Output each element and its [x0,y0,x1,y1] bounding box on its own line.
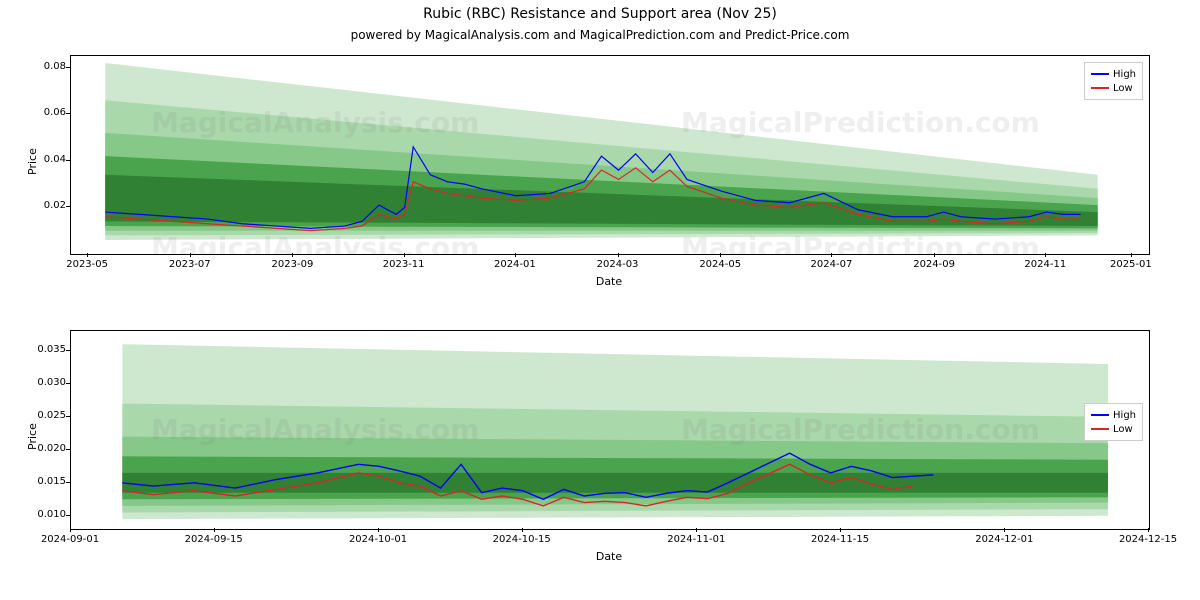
figure: Rubic (RBC) Resistance and Support area … [0,0,1200,600]
xtick-mark [1148,528,1149,532]
ytick-label: 0.010 [30,509,66,520]
top-chart-svg [71,56,1149,254]
ytick-label: 0.030 [30,377,66,388]
xtick-mark [1131,253,1132,257]
xtick-mark [934,253,935,257]
xtick-label: 2024-01 [475,259,555,270]
ytick-label: 0.020 [30,443,66,454]
ytick-mark [66,515,70,516]
ytick-label: 0.035 [30,344,66,355]
xtick-mark [1004,528,1005,532]
ytick-label: 0.025 [30,410,66,421]
ytick-mark [66,113,70,114]
legend-swatch [1091,414,1109,416]
legend-item-high: High [1091,408,1136,422]
legend-item-low: Low [1091,422,1136,436]
xtick-mark [720,253,721,257]
xtick-label: 2024-09-01 [30,534,110,545]
xtick-label: 2024-09-15 [174,534,254,545]
xtick-label: 2025-01 [1091,259,1171,270]
xtick-mark [515,253,516,257]
xtick-mark [87,253,88,257]
ytick-mark [66,383,70,384]
legend-swatch [1091,428,1109,430]
xtick-mark [214,528,215,532]
legend-label: Low [1113,83,1133,94]
ytick-label: 0.015 [30,476,66,487]
ytick-label: 0.02 [30,200,66,211]
xtick-label: 2024-11-15 [800,534,880,545]
chart-title: Rubic (RBC) Resistance and Support area … [0,6,1200,22]
legend-swatch [1091,87,1109,89]
xtick-mark [618,253,619,257]
xtick-mark [404,253,405,257]
ytick-label: 0.08 [30,61,66,72]
xtick-mark [190,253,191,257]
legend-item-high: High [1091,67,1136,81]
ytick-mark [66,482,70,483]
xtick-label: 2024-12-15 [1108,534,1188,545]
top-legend: High Low [1084,62,1143,100]
ytick-label: 0.06 [30,107,66,118]
xtick-label: 2023-05 [47,259,127,270]
xtick-label: 2024-11-01 [656,534,736,545]
xtick-mark [696,528,697,532]
xtick-label: 2024-11 [1005,259,1085,270]
xtick-label: 2024-10-15 [482,534,562,545]
bottom-plot-area: MagicalAnalysis.com MagicalPrediction.co… [70,330,1150,530]
ytick-mark [66,449,70,450]
xtick-mark [522,528,523,532]
xtick-mark [378,528,379,532]
ytick-label: 0.04 [30,154,66,165]
ytick-mark [66,160,70,161]
xtick-label: 2023-07 [150,259,230,270]
xtick-label: 2023-09 [252,259,332,270]
xtick-mark [292,253,293,257]
xtick-mark [70,528,71,532]
top-chart: MagicalAnalysis.com MagicalPrediction.co… [70,55,1150,255]
bottom-legend: High Low [1084,403,1143,441]
xtick-label: 2024-07 [791,259,871,270]
top-plot-area: MagicalAnalysis.com MagicalPrediction.co… [70,55,1150,255]
xtick-mark [831,253,832,257]
bottom-xlabel: Date [70,550,1148,563]
xtick-label: 2024-10-01 [338,534,418,545]
bottom-chart-svg [71,331,1149,529]
top-xlabel: Date [70,275,1148,288]
legend-label: High [1113,69,1136,80]
xtick-label: 2024-09 [894,259,974,270]
ytick-mark [66,350,70,351]
ytick-mark [66,206,70,207]
xtick-label: 2024-12-01 [964,534,1044,545]
xtick-label: 2024-05 [680,259,760,270]
legend-label: Low [1113,424,1133,435]
xtick-mark [840,528,841,532]
bottom-chart: MagicalAnalysis.com MagicalPrediction.co… [70,330,1150,530]
xtick-label: 2024-03 [578,259,658,270]
legend-label: High [1113,410,1136,421]
chart-subtitle: powered by MagicalAnalysis.com and Magic… [0,28,1200,42]
xtick-mark [1045,253,1046,257]
ytick-mark [66,67,70,68]
ytick-mark [66,416,70,417]
legend-item-low: Low [1091,81,1136,95]
xtick-label: 2023-11 [364,259,444,270]
legend-swatch [1091,73,1109,75]
